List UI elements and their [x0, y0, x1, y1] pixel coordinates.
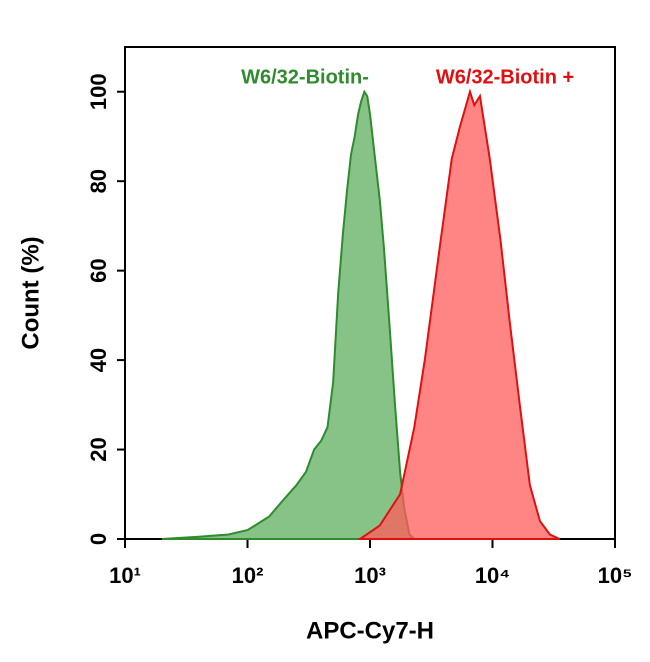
area [161, 89, 417, 540]
x-tick-label: 10³ [354, 563, 386, 588]
x-tick-label: 10¹ [109, 563, 141, 588]
legend-label: W6/32-Biotin + [436, 66, 574, 88]
y-tick-label: 60 [86, 258, 111, 282]
y-tick-label: 0 [86, 533, 111, 545]
y-axis-title: Count (%) [17, 236, 44, 349]
x-tick-label: 10⁵ [598, 563, 633, 588]
y-tick-label: 100 [86, 73, 111, 110]
y-tick-label: 40 [86, 348, 111, 372]
x-tick-label: 10² [232, 563, 264, 588]
x-tick-label: 10⁴ [475, 563, 510, 588]
y-tick-label: 80 [86, 169, 111, 193]
y-tick-label: 20 [86, 437, 111, 461]
x-axis-title: APC-Cy7-H [306, 617, 434, 644]
legend-label: W6/32-Biotin- [241, 66, 369, 88]
area [356, 88, 561, 540]
